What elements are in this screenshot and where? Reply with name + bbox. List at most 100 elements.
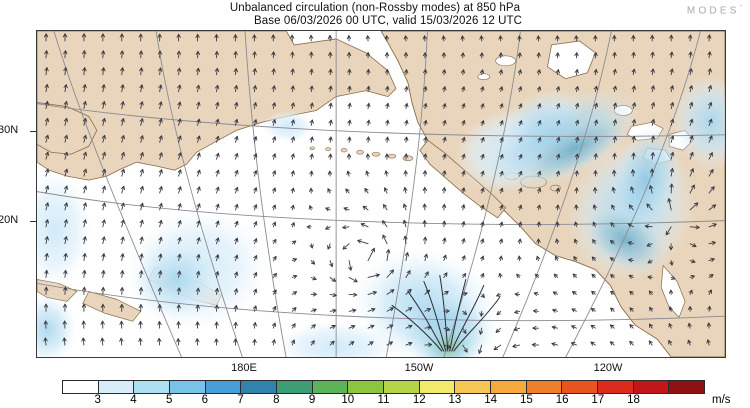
wind-vector bbox=[536, 86, 542, 93]
wind-vector bbox=[646, 242, 653, 247]
wind-vector bbox=[272, 305, 277, 312]
wind-vector bbox=[514, 292, 521, 297]
wind-vector bbox=[366, 136, 371, 143]
wind-vector bbox=[443, 327, 451, 332]
wind-vector bbox=[309, 85, 314, 93]
wind-vector bbox=[176, 67, 182, 76]
wind-vector bbox=[498, 69, 504, 76]
wind-vector bbox=[708, 204, 717, 211]
wind-vector bbox=[100, 286, 106, 295]
wind-vector bbox=[101, 151, 106, 160]
wind-vector bbox=[572, 273, 577, 278]
wind-vector bbox=[138, 50, 144, 59]
wind-vector bbox=[44, 83, 49, 93]
wind-vector bbox=[215, 271, 220, 278]
wind-vector bbox=[366, 85, 371, 93]
wind-vector bbox=[176, 33, 181, 42]
wind-vector bbox=[403, 35, 408, 42]
wind-vector bbox=[669, 167, 675, 177]
wind-vector bbox=[63, 269, 68, 278]
wind-vector bbox=[649, 168, 655, 177]
wind-vector bbox=[650, 68, 655, 76]
wind-vector bbox=[556, 136, 561, 143]
wind-vector bbox=[196, 169, 201, 177]
wind-vector bbox=[367, 307, 376, 312]
wind-vector bbox=[689, 225, 700, 230]
wind-vector bbox=[290, 136, 295, 143]
wind-vector bbox=[45, 185, 50, 194]
wind-vector bbox=[329, 325, 336, 329]
wind-vector bbox=[215, 118, 220, 126]
wind-vector bbox=[689, 184, 695, 194]
wind-vector bbox=[689, 101, 694, 109]
wind-vector bbox=[309, 119, 314, 126]
map-plot-area[interactable] bbox=[36, 30, 726, 358]
wind-vector bbox=[215, 152, 220, 160]
wind-vector bbox=[252, 68, 257, 76]
wind-vector bbox=[253, 170, 258, 177]
wind-vector bbox=[177, 203, 182, 211]
wind-vector bbox=[309, 68, 314, 76]
wind-vector bbox=[329, 292, 337, 298]
wind-vector bbox=[62, 33, 68, 42]
wind-vector bbox=[479, 52, 484, 59]
wind-vector bbox=[708, 101, 713, 109]
wind-vector bbox=[499, 120, 504, 126]
wind-vector bbox=[157, 287, 163, 295]
wind-vector bbox=[423, 136, 428, 143]
wind-vector bbox=[461, 221, 466, 228]
wind-vector bbox=[612, 136, 617, 143]
wind-vector bbox=[404, 119, 409, 126]
wind-vector bbox=[461, 153, 466, 160]
wind-vector bbox=[195, 84, 201, 93]
wind-vector bbox=[498, 255, 503, 262]
wind-vector bbox=[593, 187, 598, 194]
wind-vector bbox=[592, 204, 597, 211]
wind-vector bbox=[555, 221, 560, 228]
wind-vector bbox=[310, 308, 317, 313]
wind-vector bbox=[480, 255, 485, 262]
wind-vector bbox=[593, 52, 598, 59]
wind-vector bbox=[422, 203, 427, 211]
wind-vector bbox=[215, 169, 220, 177]
wind-vector bbox=[461, 170, 466, 177]
wind-vector bbox=[422, 219, 427, 228]
wind-vector bbox=[403, 153, 409, 160]
wind-vector bbox=[517, 52, 522, 59]
wind-vector bbox=[119, 286, 125, 295]
wind-vector bbox=[195, 304, 200, 312]
wind-vector bbox=[441, 69, 447, 76]
colorbar-tick-9: 9 bbox=[308, 394, 316, 406]
wind-vector bbox=[423, 86, 428, 93]
wind-vector bbox=[499, 187, 504, 194]
wind-vector bbox=[537, 120, 542, 126]
colorbar[interactable] bbox=[62, 380, 705, 394]
wind-vector bbox=[551, 342, 558, 347]
colorbar-tick-12: 12 bbox=[412, 394, 426, 406]
wind-vector bbox=[441, 187, 447, 194]
wind-vector bbox=[158, 202, 163, 211]
wind-vector bbox=[688, 289, 693, 295]
wind-vector bbox=[441, 203, 447, 211]
wind-vector bbox=[253, 255, 258, 262]
wind-vector bbox=[365, 35, 370, 42]
wind-vector bbox=[708, 135, 713, 143]
wind-vector bbox=[360, 222, 369, 228]
wind-vector bbox=[629, 307, 634, 312]
wind-vector bbox=[196, 253, 201, 262]
wind-vector bbox=[328, 102, 333, 109]
wind-vector bbox=[367, 324, 375, 329]
wind-vector bbox=[611, 186, 616, 194]
wind-vector bbox=[571, 308, 577, 313]
wind-vector bbox=[272, 153, 277, 160]
colorbar-swatch-11 bbox=[455, 381, 492, 393]
wind-vector bbox=[364, 187, 369, 194]
wind-vector bbox=[272, 255, 277, 262]
wind-vector bbox=[669, 260, 674, 266]
wind-vector bbox=[139, 270, 144, 278]
wind-vector bbox=[233, 34, 238, 42]
wind-vector bbox=[514, 309, 521, 314]
wind-vector bbox=[708, 118, 713, 126]
wind-vector bbox=[119, 33, 124, 42]
wind-vector bbox=[252, 305, 258, 312]
